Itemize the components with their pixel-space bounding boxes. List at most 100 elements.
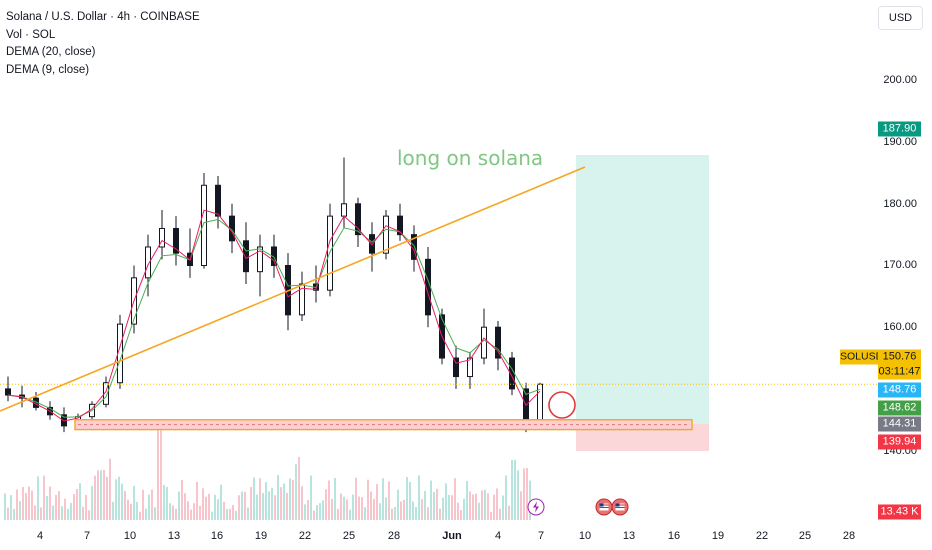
legend-volume[interactable]: Vol · SOL <box>6 28 56 41</box>
volume-bar <box>415 506 417 520</box>
stop-price-tag: 139.94 <box>878 434 921 450</box>
volume-bar <box>295 464 297 520</box>
volume-bar <box>22 487 24 520</box>
support-box <box>74 419 693 431</box>
us-flag-icon[interactable] <box>595 498 613 516</box>
volume-bar <box>169 503 171 520</box>
legend-title[interactable]: Solana / U.S. Dollar · 4h · COINBASE <box>6 11 200 23</box>
volume-bar <box>73 494 75 520</box>
volume-bar <box>505 475 507 520</box>
volume-bar <box>412 501 414 520</box>
candles <box>5 157 543 433</box>
volume-bar <box>76 489 78 520</box>
volume-bar <box>157 420 159 520</box>
volume-bar <box>286 492 288 520</box>
volume-bar <box>394 506 396 520</box>
volume-bar <box>166 486 168 520</box>
volume-bar <box>49 486 51 520</box>
candle-body <box>481 326 487 359</box>
volume-bar <box>256 494 258 520</box>
volume-bar <box>313 510 315 520</box>
volume-bar <box>208 493 210 520</box>
volume-bar <box>265 482 267 520</box>
volume-bar <box>244 491 246 520</box>
volume-bar <box>472 494 474 520</box>
dema20-price-tag: 148.62 <box>878 400 921 416</box>
volume-bar <box>85 494 87 520</box>
volume-bar <box>391 508 393 520</box>
lightning-icon[interactable] <box>527 498 545 516</box>
volume-bar <box>262 493 264 520</box>
volume-bar <box>229 508 231 520</box>
x-tick-label: 10 <box>123 530 137 542</box>
volume-bar <box>124 490 126 520</box>
x-tick-label: 19 <box>254 530 268 542</box>
volume-bar <box>52 505 54 520</box>
volume-bar <box>106 476 108 520</box>
volume-bar <box>103 469 105 520</box>
x-tick-label: 4 <box>36 530 44 542</box>
volume-bar <box>205 496 207 520</box>
countdown-tag: 03:11:47 <box>878 364 921 380</box>
volume-bar <box>19 501 21 520</box>
legend-dema9[interactable]: DEMA (9, close) <box>6 63 90 76</box>
volume-bar <box>424 490 426 520</box>
volume-bar <box>202 488 204 520</box>
volume-bar <box>445 483 447 520</box>
candle-body <box>467 357 473 378</box>
y-tick-label: 190.00 <box>883 136 917 149</box>
volume-bar <box>259 478 261 520</box>
volume-bar <box>139 511 141 520</box>
volume-bar <box>373 498 375 520</box>
volume-bar <box>178 491 180 520</box>
volume-bar <box>46 496 48 520</box>
volume-bar <box>283 483 285 520</box>
volume-bar <box>235 510 237 520</box>
volume-bar <box>184 493 186 520</box>
y-tick-label: 200.00 <box>883 74 917 87</box>
us-flag-icon[interactable] <box>611 498 629 516</box>
candle-body <box>341 203 347 217</box>
volume-bar <box>118 476 120 520</box>
volume-bar <box>10 495 12 520</box>
currency-button[interactable]: USD <box>878 6 923 30</box>
x-tick-label: 7 <box>83 530 91 542</box>
volume-bar <box>277 475 279 520</box>
volume-bar <box>163 485 165 520</box>
volume-bar <box>388 481 390 520</box>
volume-bar <box>154 507 156 520</box>
x-tick-label: 25 <box>342 530 356 542</box>
volume-bar <box>514 459 516 520</box>
volume-bar <box>250 486 252 520</box>
volume-bar <box>298 456 300 520</box>
volume-bar <box>397 489 399 520</box>
volume-bar <box>292 480 294 520</box>
volume-bar <box>223 501 225 520</box>
volume-bar <box>64 498 66 520</box>
x-tick-label: 10 <box>578 530 592 542</box>
candle-body <box>453 357 459 378</box>
volume-bar <box>196 481 198 520</box>
volume-bar <box>502 495 504 520</box>
legend-dema20[interactable]: DEMA (20, close) <box>6 46 96 58</box>
volume-bar <box>340 493 342 520</box>
volume-bar <box>430 480 432 520</box>
x-tick-label: 22 <box>298 530 312 542</box>
volume-bar <box>13 509 15 520</box>
volume-bar <box>319 503 321 520</box>
volume-bar <box>247 507 249 520</box>
volume-bar <box>130 503 132 520</box>
volume-bar <box>403 499 405 520</box>
volume-bar <box>331 498 333 520</box>
candle-body <box>215 184 221 217</box>
x-tick-label: 13 <box>167 530 181 542</box>
volume-bar <box>253 477 255 520</box>
volume-bar <box>160 420 162 520</box>
volume-bar <box>310 475 312 520</box>
volume-bar <box>358 496 360 520</box>
volume-bar <box>433 491 435 520</box>
volume-bar <box>439 508 441 520</box>
candle-body <box>299 283 305 316</box>
volume-bar <box>451 495 453 520</box>
